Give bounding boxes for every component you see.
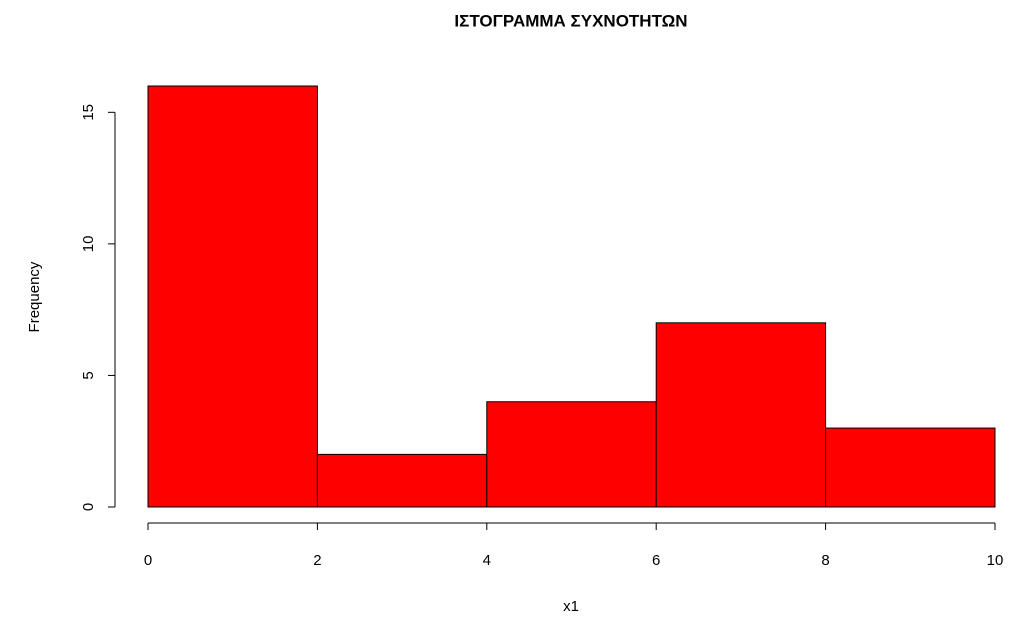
bar (825, 427, 996, 508)
y-tick-label: 15 (80, 104, 97, 121)
bar (486, 401, 657, 508)
bar (316, 453, 488, 508)
y-tick-label: 0 (80, 503, 97, 511)
x-tick-label: 2 (313, 552, 321, 569)
x-tick-label: 0 (144, 552, 152, 569)
y-tick-label: 10 (80, 236, 97, 253)
x-tick-label: 10 (987, 552, 1004, 569)
y-axis-label: Frequency (26, 261, 43, 332)
x-axis-label: x1 (563, 598, 579, 615)
bar (147, 85, 318, 508)
x-tick-label: 8 (821, 552, 829, 569)
bar (655, 322, 827, 508)
x-tick-label: 4 (483, 552, 491, 569)
x-tick-label: 6 (652, 552, 660, 569)
chart-title: ΙΣΤΟΓΡΑΜΜΑ ΣΥΧΝΟΤΗΤΩΝ (454, 11, 687, 30)
y-tick-label: 5 (80, 371, 97, 379)
